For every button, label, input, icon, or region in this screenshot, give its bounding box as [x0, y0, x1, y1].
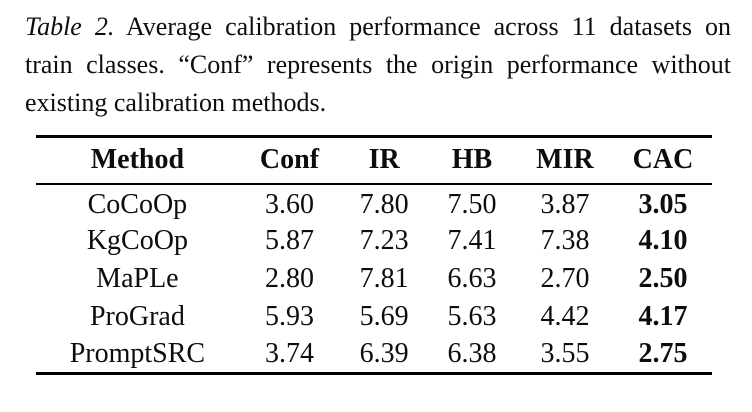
- cac-value-cell: 2.75: [638, 337, 688, 369]
- table-row-prograd: ProGrad 5.93 5.69 5.63 4.42 4.17: [36, 298, 712, 336]
- value-cell: 7.80: [359, 189, 409, 220]
- header-hb: HB: [428, 136, 516, 185]
- method-cell: ProGrad: [89, 300, 185, 332]
- cac-value-cell: 4.10: [638, 224, 688, 256]
- value-cell: 5.63: [447, 300, 497, 332]
- value-cell: 4.42: [540, 300, 590, 332]
- header-ir: IR: [340, 136, 429, 185]
- value-cell: 7.38: [540, 224, 590, 256]
- value-cell: 7.41: [447, 224, 497, 256]
- cac-value-cell: 2.50: [638, 262, 688, 294]
- table-header-row: Method Conf IR HB MIR CAC: [36, 136, 712, 185]
- header-method: Method: [36, 136, 239, 185]
- value-cell: 3.74: [264, 337, 314, 369]
- header-conf: Conf: [238, 136, 341, 185]
- header-cac: CAC: [613, 136, 712, 185]
- table-row-cocoop: CoCoOp 3.60 7.80 7.50 3.87 3.05: [36, 184, 712, 222]
- value-cell: 6.63: [447, 262, 497, 294]
- value-cell: 3.55: [540, 337, 590, 369]
- cac-value-cell: 3.05: [638, 189, 688, 220]
- value-cell: 2.80: [264, 262, 314, 294]
- cac-value-cell: 4.17: [638, 300, 688, 332]
- method-cell: CoCoOp: [87, 189, 188, 220]
- value-cell: 5.93: [264, 300, 314, 332]
- table-caption: Table 2. Average calibration performance…: [25, 8, 731, 122]
- value-cell: 7.50: [447, 189, 497, 220]
- method-cell: MaPLe: [96, 262, 179, 294]
- table-row-maple: MaPLe 2.80 7.81 6.63 2.70 2.50: [36, 260, 712, 298]
- value-cell: 2.70: [540, 262, 590, 294]
- table-caption-label: Table 2.: [25, 12, 115, 41]
- method-cell: KgCoOp: [86, 224, 188, 256]
- value-cell: 6.39: [359, 337, 409, 369]
- value-cell: 7.81: [359, 262, 409, 294]
- header-mir: MIR: [515, 136, 614, 185]
- value-cell: 3.60: [264, 189, 314, 220]
- table-row-kgcoop: KgCoOp 5.87 7.23 7.41 7.38 4.10: [36, 222, 712, 260]
- table-row-promptsrc: PromptSRC 3.74 6.39 6.38 3.55 2.75: [36, 336, 712, 374]
- value-cell: 5.69: [359, 300, 409, 332]
- value-cell: 5.87: [264, 224, 314, 256]
- method-cell: PromptSRC: [69, 337, 206, 369]
- value-cell: 7.23: [359, 224, 409, 256]
- table-caption-text: Average calibration performance across 1…: [25, 12, 731, 117]
- calibration-table: Method Conf IR HB MIR CAC CoCoOp 3.60 7.…: [36, 135, 712, 375]
- value-cell: 3.87: [540, 189, 590, 220]
- value-cell: 6.38: [447, 337, 497, 369]
